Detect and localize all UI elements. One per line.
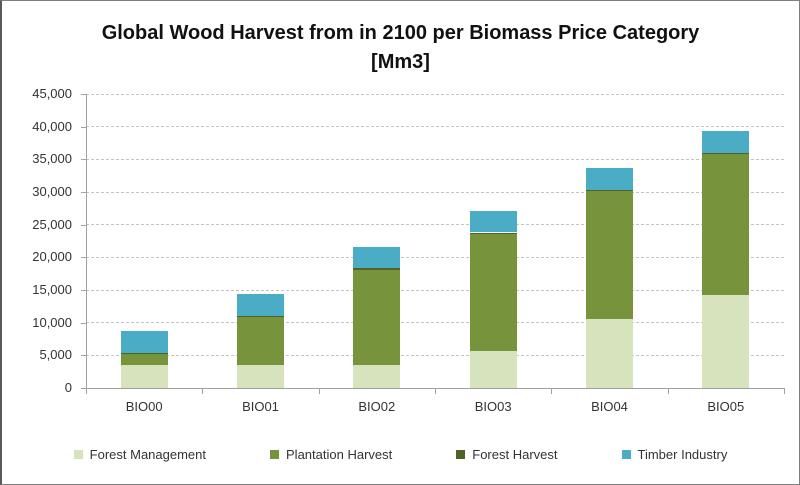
- x-label-bio01: BIO01: [242, 399, 279, 414]
- gridline-10000: [86, 322, 784, 324]
- x-label-bio00: BIO00: [125, 399, 163, 414]
- y-tick-45000: [81, 94, 86, 95]
- y-tick-30000: [81, 192, 86, 193]
- legend-item-timber-industry: Timber Industry: [621, 447, 728, 462]
- bar-bio00-timber-industry: [120, 331, 168, 353]
- y-tick-35000: [81, 159, 86, 161]
- chart-title-line2: [Mm3]: [371, 51, 430, 73]
- y-axis-line: [86, 94, 87, 389]
- x-tick-1: [202, 388, 204, 394]
- legend-label-plantation-harvest: Plantation Harvest: [286, 447, 393, 462]
- legend-item-plantation-harvest: Plantation Harvest: [270, 447, 392, 462]
- x-tick-4: [551, 388, 553, 394]
- bar-bio00-forest-management: [120, 365, 168, 388]
- legend: Forest Management Plantation Harvest Fores…: [2, 447, 799, 462]
- bar-bio02-forest-management: [353, 365, 401, 388]
- legend-item-forest-management: Forest Management: [73, 447, 207, 462]
- bar-bio01-plantation-harvest: [237, 317, 284, 366]
- gridline-45000: [86, 93, 784, 95]
- bar-bio05-timber-industry: [702, 130, 750, 153]
- bar-bio03-forest-management: [469, 350, 517, 388]
- bar-bio04-timber-industry: [586, 168, 633, 191]
- bar-bio01-forest-harvest: [237, 316, 284, 318]
- legend-label-timber-industry: Timber Industry: [637, 447, 728, 462]
- y-tick-label-20000: 20,000: [32, 249, 72, 265]
- y-tick-label-40000: 40,000: [32, 118, 72, 134]
- bar-bio01-timber-industry: [237, 293, 284, 317]
- y-tick-label-5000: 5,000: [39, 347, 72, 363]
- y-tick-label-25000: 25,000: [32, 216, 72, 232]
- x-label-bio03: BIO03: [474, 399, 512, 414]
- bar-bio00-forest-harvest: [120, 352, 168, 355]
- gridline-15000: [86, 289, 784, 291]
- y-tick-label-45000: 45,000: [32, 86, 72, 101]
- chart-title: Global Wood Harvest from in 2100 per Bio…: [2, 19, 799, 77]
- chart-title-line1: Global Wood Harvest from in 2100 per Bio…: [101, 22, 700, 44]
- x-label-bio04: BIO04: [591, 399, 628, 414]
- bar-bio02-forest-harvest: [353, 268, 401, 270]
- x-tick-6: [784, 388, 785, 394]
- gridline-25000: [86, 224, 784, 226]
- legend-swatch-plantation-harvest: [270, 450, 280, 459]
- bar-bio04-plantation-harvest: [586, 191, 633, 320]
- y-tick-20000: [81, 257, 86, 259]
- legend-label-forest-harvest: Forest Harvest: [472, 447, 558, 462]
- bar-bio05-forest-harvest: [702, 152, 750, 155]
- x-tick-3: [435, 388, 436, 394]
- gridline-20000: [86, 256, 784, 258]
- bar-bio05-forest-management: [702, 295, 750, 388]
- y-tick-label-35000: 35,000: [32, 151, 72, 167]
- bar-bio04-forest-management: [586, 319, 633, 388]
- bar-bio03-timber-industry: [469, 210, 517, 233]
- legend-item-forest-harvest: Forest Harvest: [456, 447, 558, 462]
- y-tick-15000: [81, 290, 86, 291]
- y-tick-10000: [81, 322, 86, 324]
- legend-label-forest-management: Forest Management: [89, 447, 207, 462]
- gridline-40000: [86, 126, 784, 128]
- x-tick-2: [318, 388, 320, 394]
- y-tick-25000: [81, 224, 86, 226]
- bar-bio02-plantation-harvest: [353, 269, 401, 366]
- bar-bio03-plantation-harvest: [469, 233, 517, 351]
- bar-bio04-forest-harvest: [586, 190, 633, 192]
- x-tick-0: [86, 388, 87, 394]
- x-label-bio05: BIO05: [707, 399, 745, 414]
- legend-swatch-forest-harvest: [456, 450, 466, 459]
- legend-swatch-timber-industry: [621, 450, 631, 459]
- bar-bio03-forest-harvest: [469, 232, 517, 234]
- gridline-35000: [86, 158, 784, 160]
- y-tick-label-0: 0: [64, 380, 72, 395]
- bar-bio01-forest-management: [237, 365, 284, 388]
- y-tick-label-10000: 10,000: [32, 314, 72, 330]
- y-tick-label-15000: 15,000: [32, 282, 72, 297]
- y-tick-0: [81, 388, 86, 389]
- y-tick-40000: [81, 126, 86, 128]
- x-tick-5: [667, 388, 669, 394]
- x-label-bio02: BIO02: [358, 399, 396, 414]
- y-tick-label-30000: 30,000: [32, 184, 72, 199]
- bar-bio00-plantation-harvest: [120, 354, 168, 366]
- legend-swatch-forest-management: [73, 450, 83, 459]
- bar-bio02-timber-industry: [353, 246, 401, 269]
- gridline-5000: [86, 354, 784, 356]
- bar-bio05-plantation-harvest: [702, 154, 750, 296]
- y-tick-5000: [81, 355, 86, 357]
- gridline-30000: [86, 191, 784, 193]
